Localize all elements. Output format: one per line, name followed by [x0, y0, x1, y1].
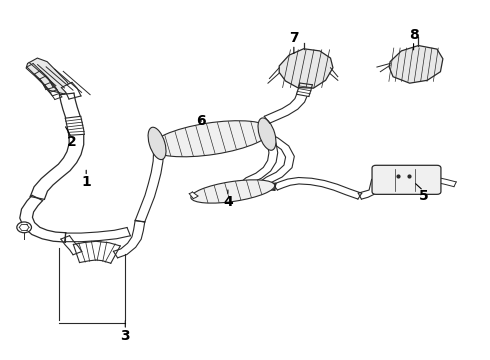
Polygon shape — [264, 86, 310, 123]
Polygon shape — [44, 82, 62, 99]
Polygon shape — [39, 76, 59, 96]
FancyBboxPatch shape — [372, 165, 441, 194]
Text: 7: 7 — [289, 31, 299, 45]
Polygon shape — [189, 192, 198, 199]
Polygon shape — [61, 82, 81, 99]
Polygon shape — [30, 93, 84, 199]
Polygon shape — [34, 71, 57, 93]
Polygon shape — [235, 135, 278, 190]
Text: 6: 6 — [196, 114, 206, 128]
Polygon shape — [135, 150, 163, 222]
Text: 2: 2 — [67, 135, 76, 149]
Polygon shape — [436, 177, 456, 187]
Polygon shape — [389, 45, 443, 83]
Text: 4: 4 — [223, 194, 233, 208]
Ellipse shape — [151, 121, 270, 157]
Ellipse shape — [191, 180, 275, 203]
Text: 8: 8 — [409, 28, 418, 42]
Ellipse shape — [148, 127, 166, 159]
Text: 1: 1 — [81, 175, 91, 189]
Polygon shape — [358, 179, 380, 199]
Polygon shape — [65, 116, 84, 135]
Polygon shape — [114, 221, 145, 258]
Polygon shape — [20, 195, 66, 242]
Text: 3: 3 — [121, 329, 130, 343]
Ellipse shape — [258, 118, 276, 150]
Polygon shape — [61, 236, 82, 255]
Text: 5: 5 — [418, 189, 428, 203]
Polygon shape — [65, 228, 130, 242]
Polygon shape — [273, 177, 362, 199]
Polygon shape — [74, 241, 120, 263]
Polygon shape — [296, 83, 312, 96]
Polygon shape — [254, 132, 294, 190]
Polygon shape — [279, 49, 333, 88]
Polygon shape — [27, 63, 53, 90]
Circle shape — [17, 222, 31, 233]
Polygon shape — [26, 58, 72, 94]
